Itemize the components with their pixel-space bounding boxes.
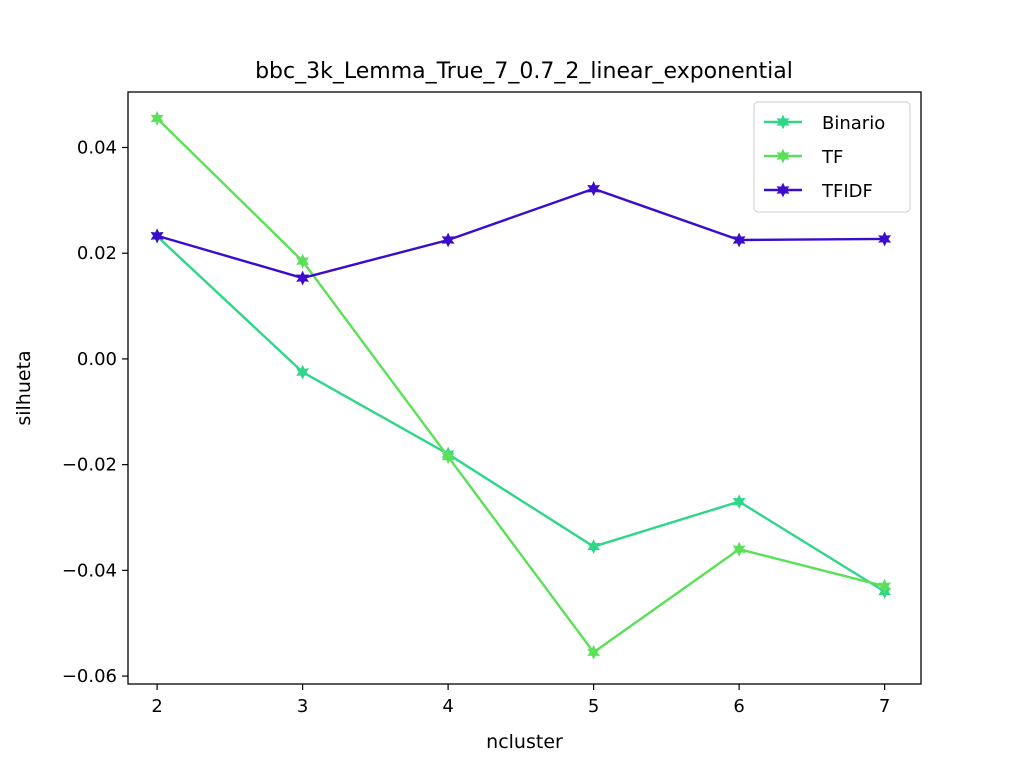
data-point-tfidf <box>150 228 164 244</box>
legend-label: TFIDF <box>821 181 873 202</box>
data-point-tf <box>296 253 310 269</box>
data-point-tf <box>878 578 892 594</box>
legend-item-tfidf: TFIDF <box>764 181 873 202</box>
x-tick-label: 6 <box>733 696 744 717</box>
y-axis: 0.04 0.02 0.00 −0.02 −0.04 −0.06 <box>62 138 128 687</box>
legend-item-tf: TF <box>764 147 843 168</box>
plot-area <box>127 91 922 685</box>
data-point-tf <box>732 541 746 557</box>
data-point-tf <box>441 449 455 465</box>
data-point-binario <box>732 494 746 510</box>
chart-title: bbc_3k_Lemma_True_7_0.7_2_linear_exponen… <box>255 59 793 84</box>
legend-label: TF <box>821 147 843 168</box>
series-line-tf <box>156 117 885 654</box>
legend-marker <box>776 114 790 130</box>
y-tick-label: 0.04 <box>77 138 117 159</box>
x-tick-label: 3 <box>297 696 308 717</box>
series-tf <box>150 111 892 660</box>
x-axis: 2 3 4 5 6 7 <box>151 684 890 717</box>
y-tick-label: −0.04 <box>62 560 117 581</box>
data-point-tfidf <box>296 270 310 286</box>
data-point-binario <box>587 539 601 554</box>
data-point-binario <box>296 364 310 380</box>
data-point-tfidf <box>732 232 746 248</box>
y-axis-label: silhueta <box>13 350 35 425</box>
x-tick-label: 2 <box>151 696 162 717</box>
x-tick-label: 4 <box>442 696 453 717</box>
series-line-binario <box>156 235 886 593</box>
legend-box <box>753 101 911 213</box>
y-tick-label: 0.00 <box>77 349 117 370</box>
legend-item-binario: Binario <box>764 113 885 134</box>
data-point-tfidf <box>441 232 455 248</box>
x-tick-label: 7 <box>879 696 890 717</box>
legend-marker <box>776 182 790 198</box>
series-tfidf <box>150 181 892 286</box>
x-axis-label: ncluster <box>486 731 563 753</box>
series-line-tfidf <box>156 187 885 280</box>
x-tick-label: 5 <box>588 696 599 717</box>
y-tick-label: 0.02 <box>77 243 117 264</box>
data-point-tfidf <box>587 181 601 197</box>
legend: Binario TF TFIDF <box>753 101 911 213</box>
data-point-tf <box>150 111 164 126</box>
y-tick-label: −0.06 <box>62 666 117 687</box>
series-layer <box>150 111 892 660</box>
data-point-tf <box>587 644 601 660</box>
y-tick-label: −0.02 <box>62 455 117 476</box>
data-point-tfidf <box>878 231 892 247</box>
series-binario <box>150 228 892 599</box>
legend-marker <box>776 148 790 164</box>
legend-label: Binario <box>822 113 885 134</box>
